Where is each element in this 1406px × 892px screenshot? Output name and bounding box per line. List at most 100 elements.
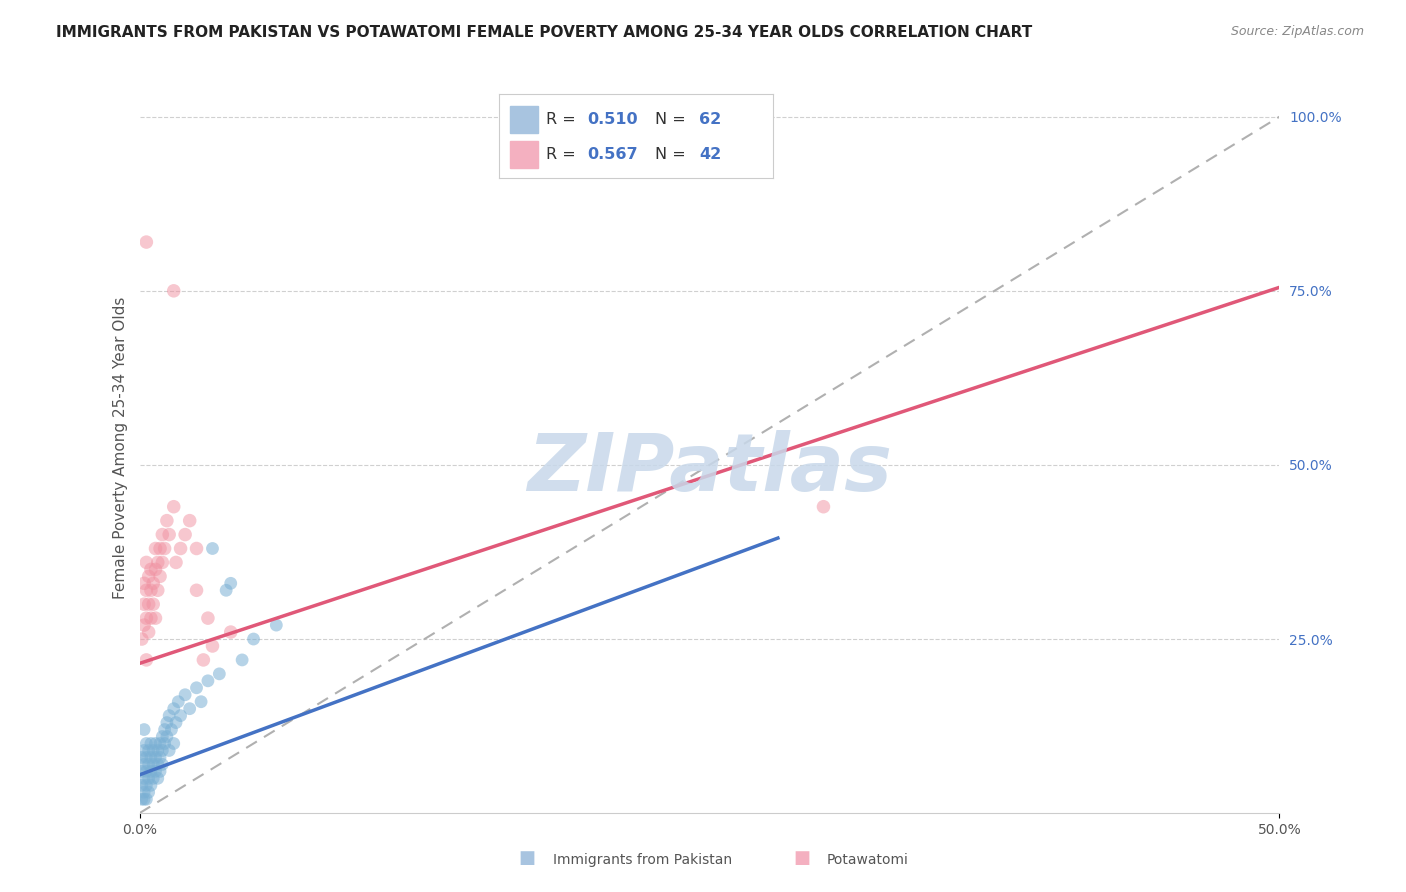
- Point: [193, 653, 215, 667]
- Point: [135, 235, 157, 249]
- Point: [146, 583, 169, 598]
- Point: [132, 597, 155, 611]
- Point: [135, 611, 157, 625]
- Point: [146, 772, 169, 786]
- Point: [132, 757, 155, 772]
- Point: [149, 541, 172, 556]
- Point: [138, 569, 160, 583]
- Point: [138, 625, 160, 640]
- Point: [145, 562, 167, 576]
- Text: N =: N =: [655, 147, 692, 162]
- Point: [266, 618, 288, 632]
- Point: [138, 785, 160, 799]
- Point: [135, 653, 157, 667]
- Point: [142, 576, 165, 591]
- Point: [186, 681, 208, 695]
- Point: [139, 583, 162, 598]
- Point: [157, 708, 180, 723]
- Point: [153, 737, 176, 751]
- Point: [131, 750, 153, 764]
- Bar: [510, 141, 537, 169]
- Point: [145, 764, 167, 779]
- Text: Potawatomi: Potawatomi: [827, 853, 908, 867]
- Point: [139, 764, 162, 779]
- Point: [131, 632, 153, 646]
- Point: [163, 500, 186, 514]
- Point: [160, 723, 183, 737]
- Point: [179, 514, 201, 528]
- Point: [131, 792, 153, 806]
- Point: [145, 541, 167, 556]
- Point: [142, 597, 165, 611]
- Point: [179, 701, 201, 715]
- Point: [131, 764, 153, 779]
- Point: [135, 792, 157, 806]
- Text: R =: R =: [546, 112, 581, 127]
- Point: [142, 743, 165, 757]
- Point: [167, 695, 190, 709]
- Point: [163, 701, 186, 715]
- Point: [186, 583, 208, 598]
- Point: [138, 597, 160, 611]
- Text: ■: ■: [519, 849, 536, 867]
- Point: [132, 785, 155, 799]
- Point: [132, 576, 155, 591]
- Point: [163, 284, 186, 298]
- Point: [169, 541, 191, 556]
- Bar: [510, 105, 537, 133]
- Point: [146, 556, 169, 570]
- Point: [135, 778, 157, 792]
- Point: [153, 723, 176, 737]
- Point: [131, 778, 153, 792]
- Point: [139, 562, 162, 576]
- Point: [219, 576, 242, 591]
- Point: [145, 737, 167, 751]
- Point: [197, 611, 219, 625]
- Point: [163, 737, 186, 751]
- Point: [208, 666, 231, 681]
- Text: 0.510: 0.510: [586, 112, 637, 127]
- Y-axis label: Female Poverty Among 25-34 Year Olds: Female Poverty Among 25-34 Year Olds: [114, 296, 128, 599]
- Point: [138, 743, 160, 757]
- Point: [149, 737, 172, 751]
- Point: [149, 569, 172, 583]
- Point: [150, 527, 173, 541]
- Point: [156, 514, 179, 528]
- Point: [150, 757, 173, 772]
- Point: [142, 772, 165, 786]
- Text: N =: N =: [655, 112, 692, 127]
- Point: [197, 673, 219, 688]
- Point: [156, 730, 179, 744]
- Text: ■: ■: [793, 849, 810, 867]
- Point: [142, 757, 165, 772]
- Point: [139, 750, 162, 764]
- Point: [149, 750, 172, 764]
- Point: [139, 778, 162, 792]
- Point: [135, 583, 157, 598]
- Point: [135, 737, 157, 751]
- Point: [149, 764, 172, 779]
- Point: [132, 772, 155, 786]
- Point: [153, 541, 176, 556]
- Point: [174, 527, 197, 541]
- Point: [169, 708, 191, 723]
- Point: [186, 541, 208, 556]
- Point: [135, 556, 157, 570]
- Point: [215, 583, 238, 598]
- Point: [150, 743, 173, 757]
- Point: [146, 757, 169, 772]
- Point: [165, 556, 187, 570]
- Text: ZIPatlas: ZIPatlas: [527, 431, 891, 508]
- Point: [242, 632, 264, 646]
- Point: [201, 541, 224, 556]
- Point: [201, 639, 224, 653]
- Point: [146, 743, 169, 757]
- Point: [174, 688, 197, 702]
- Text: 42: 42: [699, 147, 721, 162]
- Point: [150, 730, 173, 744]
- Point: [813, 500, 835, 514]
- Point: [139, 737, 162, 751]
- Point: [132, 618, 155, 632]
- Text: R =: R =: [546, 147, 581, 162]
- Point: [132, 723, 155, 737]
